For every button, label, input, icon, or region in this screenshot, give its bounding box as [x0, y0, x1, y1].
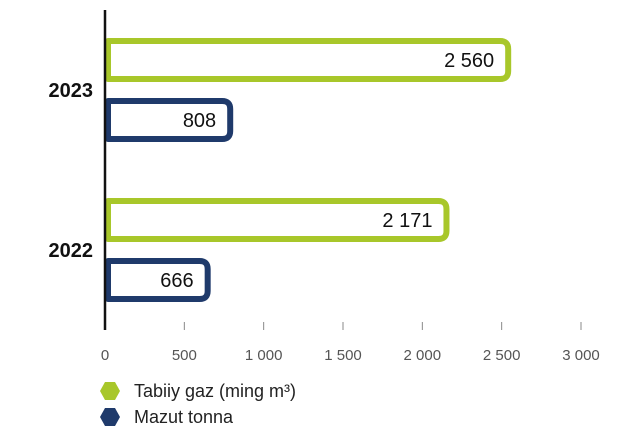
x-tick-label: 1 500: [324, 347, 362, 364]
legend: Tabiiy gaz (ming m³) Mazut tonna: [100, 378, 296, 430]
x-tick-label: 3 000: [562, 347, 600, 364]
x-tick-label: 500: [172, 347, 197, 364]
bar-fuel-oil-2023: [105, 98, 234, 142]
category-label: 2022: [49, 240, 94, 262]
category-label: 2023: [49, 80, 94, 102]
bar-gas-2023: [105, 38, 512, 82]
data-label: 666: [160, 270, 193, 292]
data-label: 808: [183, 110, 216, 132]
legend-label: Tabiiy gaz (ming m³): [134, 380, 297, 401]
x-tick-label: 2 500: [483, 347, 521, 364]
hexagon-icon: [100, 382, 120, 400]
data-label: 2 560: [444, 50, 494, 72]
bar-fuel-oil-2022: [105, 258, 211, 302]
legend-item-fuel-oil: Mazut tonna: [100, 404, 296, 430]
legend-label: Mazut tonna: [134, 406, 234, 427]
hexagon-icon: [100, 408, 120, 426]
x-tick-label: 2 000: [404, 347, 442, 364]
x-tick-label: 0: [101, 347, 109, 364]
data-label: 2 171: [382, 210, 432, 232]
legend-item-gas: Tabiiy gaz (ming m³): [100, 378, 296, 404]
x-tick-label: 1 000: [245, 347, 283, 364]
bar-gas-2022: [105, 198, 450, 242]
